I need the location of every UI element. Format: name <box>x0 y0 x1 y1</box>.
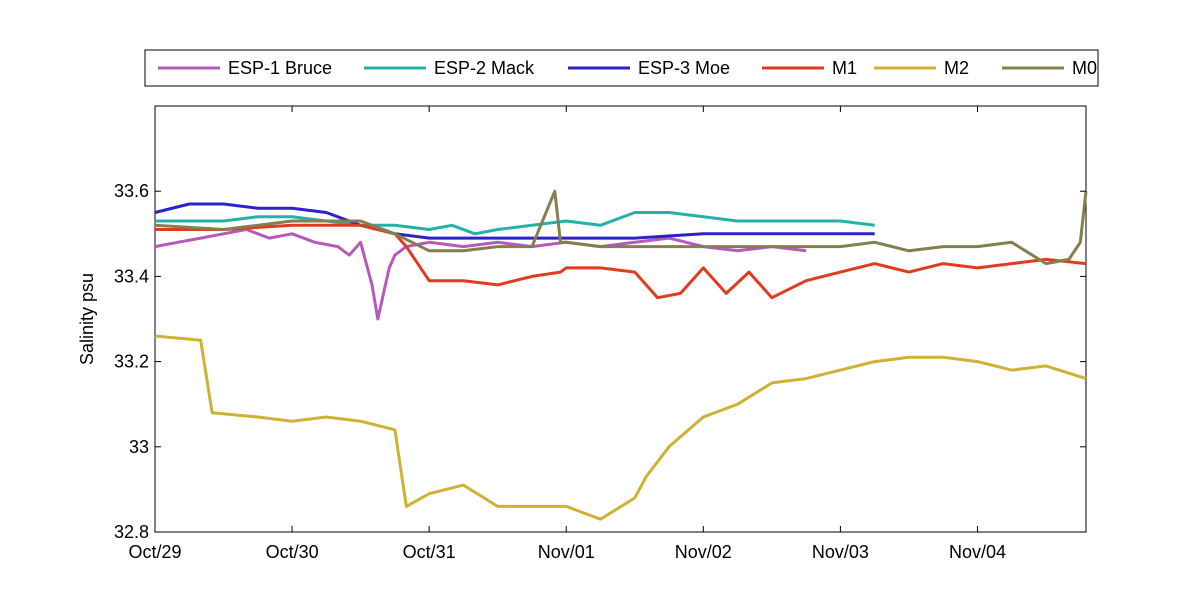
series-line-6 <box>154 189 1088 266</box>
x-tick-label: Oct/30 <box>266 542 319 562</box>
series-line-5 <box>154 334 1087 521</box>
y-axis-label: Salinity psu <box>77 273 97 365</box>
legend-label-5: M2 <box>944 58 969 78</box>
y-axis: 32.8 33 33.2 33.4 33.6 <box>114 181 1086 542</box>
series-line-2 <box>155 211 875 236</box>
x-tick-label: Nov/04 <box>949 542 1006 562</box>
series-line-3 <box>154 202 875 240</box>
x-tick-label: Oct/29 <box>128 542 181 562</box>
y-tick-label: 33.2 <box>114 352 149 372</box>
series-line-1 <box>154 228 807 321</box>
y-tick-label: 32.8 <box>114 522 149 542</box>
x-tick-label: Nov/02 <box>675 542 732 562</box>
y-tick-label: 33.4 <box>114 266 149 286</box>
plot-area-frame <box>154 105 1087 533</box>
x-tick-label: Nov/01 <box>538 542 595 562</box>
y-tick-label: 33 <box>129 437 149 457</box>
legend-label-2: ESP-2 Mack <box>434 58 535 78</box>
series-line-4 <box>155 223 1087 300</box>
y-tick-label: 33.6 <box>114 181 149 201</box>
x-tick-label: Nov/03 <box>812 542 869 562</box>
legend: ESP-1 Bruce ESP-2 Mack ESP-3 Moe M1 M2 M0 <box>144 49 1099 87</box>
x-axis: Oct/29 Oct/30 Oct/31 Nov/01 Nov/02 Nov/03 Nov/… <box>128 106 1006 562</box>
legend-label-3: ESP-3 Moe <box>638 58 730 78</box>
series-layer <box>154 189 1088 521</box>
legend-label-6: M0 <box>1072 58 1097 78</box>
x-tick-label: Oct/31 <box>403 542 456 562</box>
legend-label-4: M1 <box>832 58 857 78</box>
legend-label-1: ESP-1 Bruce <box>228 58 332 78</box>
